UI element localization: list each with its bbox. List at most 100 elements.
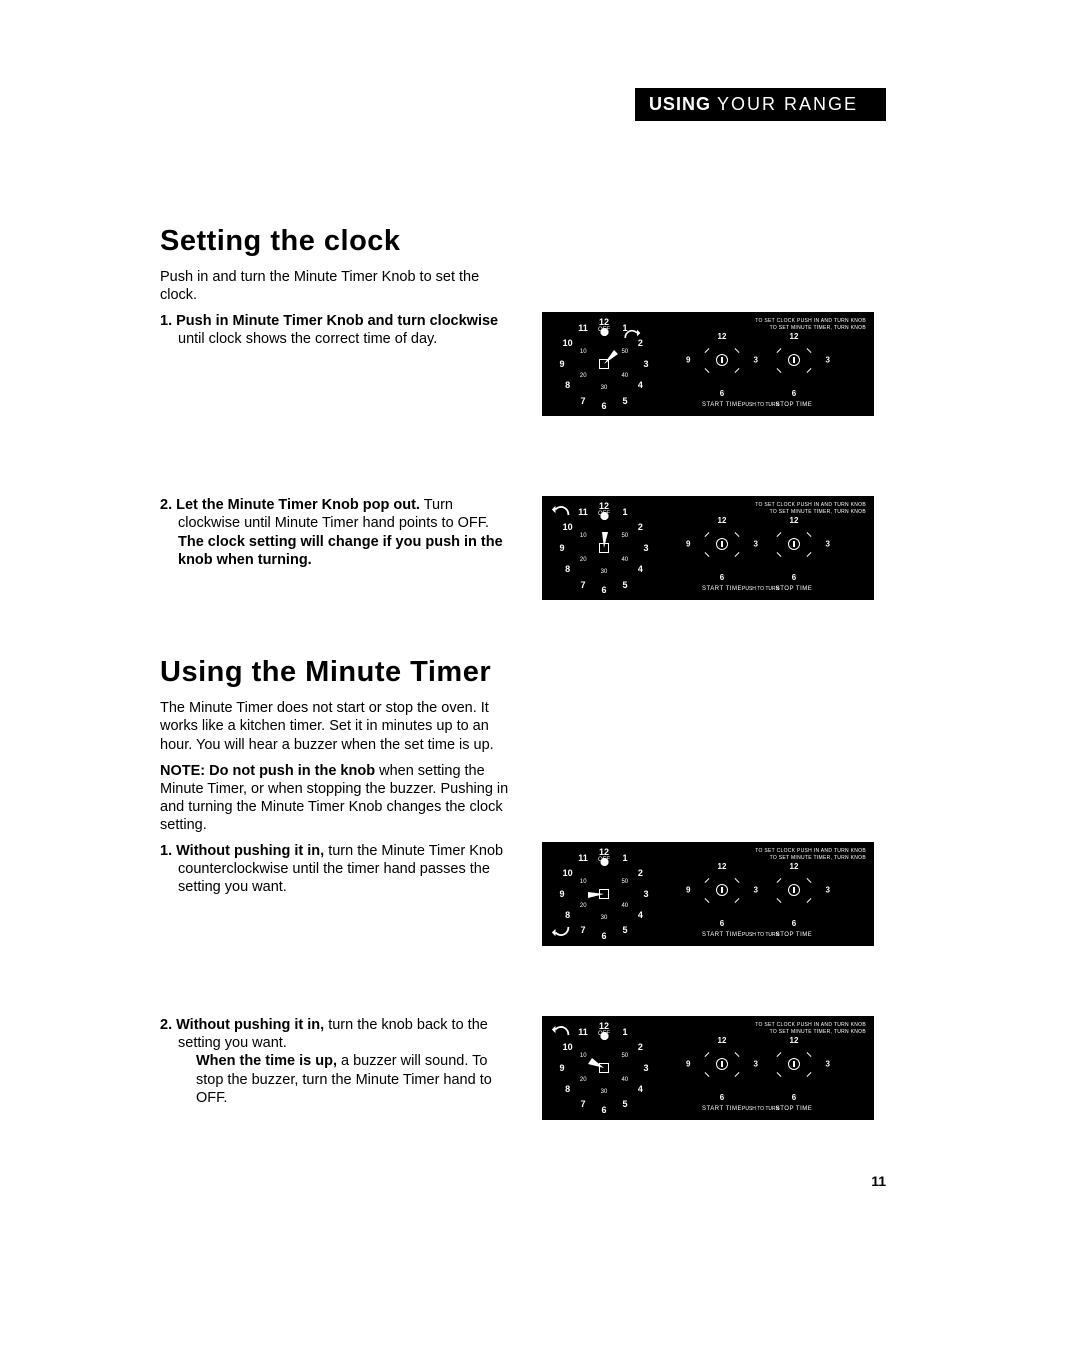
dial-hour: 3 [643, 359, 648, 369]
dial-hour: 7 [580, 580, 585, 590]
dial-hour: 8 [565, 380, 570, 390]
start-time-dial: 12396START TIME [692, 344, 752, 394]
section1-intro: Push in and turn the Minute Timer Knob t… [160, 268, 510, 304]
dial-hour: 6 [601, 1105, 606, 1115]
clock-panel-2: 121234567891011OFF1020304050TO SET CLOCK… [542, 496, 874, 600]
dial-hour: 6 [601, 931, 606, 941]
dial-hour: 8 [565, 564, 570, 574]
stop-time-dial: 1236STOP TIME [764, 344, 824, 394]
start-time-dial: 12396START TIME [692, 1048, 752, 1098]
dial-hour: 3 [643, 1063, 648, 1073]
dial-hour: 12 [599, 1021, 609, 1031]
step-rest: until clock shows the correct time of da… [178, 331, 437, 347]
panel-instructions: TO SET CLOCK PUSH IN AND TURN KNOBTO SET… [755, 318, 866, 331]
dial-hour: 3 [643, 543, 648, 553]
dial-hour: 1 [622, 1027, 627, 1037]
push-to-turn-label: PUSH TO TURN [742, 402, 779, 408]
dial-minute: 30 [601, 915, 608, 921]
dial-hour: 10 [563, 338, 573, 348]
step-num: 1. [160, 313, 176, 329]
dial-hour: 1 [622, 507, 627, 517]
dial-minute: 30 [601, 385, 608, 391]
dial-hour: 5 [622, 1099, 627, 1109]
step-bold: Let the Minute Timer Knob pop out. [176, 497, 420, 513]
step-num: 1. [160, 843, 176, 859]
counterclockwise-arrow-icon [550, 916, 572, 940]
header-rest: YOUR RANGE [717, 94, 858, 114]
start-time-dial: 12396START TIME [692, 528, 752, 578]
page-number: 11 [871, 1173, 886, 1189]
step-num: 2. [160, 1017, 176, 1033]
dial-minute: 30 [601, 569, 608, 575]
dial-hour: 3 [643, 889, 648, 899]
dial-hour: 11 [578, 1027, 588, 1037]
dial-hour: 9 [559, 1063, 564, 1073]
stop-time-dial: 1236STOP TIME [764, 528, 824, 578]
dial-hour: 5 [622, 580, 627, 590]
clock-panel-3: 121234567891011OFF1020304050TO SET CLOCK… [542, 842, 874, 946]
note-bold: NOTE: Do not push in the knob [160, 763, 375, 779]
dial-hour: 5 [622, 925, 627, 935]
clock-panel-4: 121234567891011OFF1020304050TO SET CLOCK… [542, 1016, 874, 1120]
push-to-turn-label: PUSH TO TURN [742, 586, 779, 592]
dial-hour: 4 [638, 564, 643, 574]
push-to-turn-label: PUSH TO TURN [742, 932, 779, 938]
dial-hour: 1 [622, 853, 627, 863]
header-bar: USING YOUR RANGE [635, 88, 886, 121]
dial-hour: 4 [638, 1084, 643, 1094]
step-bold: Without pushing it in, [176, 843, 324, 859]
dial-hour: 4 [638, 380, 643, 390]
stop-time-dial: 1236STOP TIME [764, 1048, 824, 1098]
dial-hour: 2 [638, 868, 643, 878]
step-bold: Push in Minute Timer Knob and turn clock… [176, 313, 498, 329]
section1-step1-row: 1. Push in Minute Timer Knob and turn cl… [160, 312, 880, 416]
dial-hour: 12 [599, 317, 609, 327]
section1-step2: 2. Let the Minute Timer Knob pop out. Tu… [160, 496, 510, 569]
dial-hour: 10 [563, 868, 573, 878]
dial-hour: 11 [578, 323, 588, 333]
panel-instructions: TO SET CLOCK PUSH IN AND TURN KNOBTO SET… [755, 1022, 866, 1035]
step-bold2: The clock setting will change if you pus… [178, 534, 503, 568]
header-bold: USING [649, 94, 711, 114]
section2-step1: 1. Without pushing it in, turn the Minut… [160, 842, 510, 896]
clock-panel-1: 121234567891011OFF1020304050TO SET CLOCK… [542, 312, 874, 416]
section2-title: Using the Minute Timer [160, 656, 880, 689]
step-num: 2. [160, 497, 176, 513]
panel-instructions: TO SET CLOCK PUSH IN AND TURN KNOBTO SET… [755, 848, 866, 861]
counterclockwise-arrow-icon [550, 1024, 572, 1048]
dial-hour: 7 [580, 396, 585, 406]
dial-hour: 9 [559, 889, 564, 899]
dial-hour: 11 [578, 853, 588, 863]
dial-hour: 4 [638, 910, 643, 920]
dial-hour: 7 [580, 1099, 585, 1109]
section1-title: Setting the clock [160, 225, 880, 258]
section2-step2-row: 2. Without pushing it in, turn the knob … [160, 1016, 880, 1120]
start-time-dial: 12396START TIME [692, 874, 752, 924]
dial-hour: 2 [638, 522, 643, 532]
dial-hour: 9 [559, 359, 564, 369]
dial-hour: 12 [599, 847, 609, 857]
counterclockwise-arrow-icon [550, 504, 572, 528]
section1-step1: 1. Push in Minute Timer Knob and turn cl… [160, 312, 510, 348]
section2-intro: The Minute Timer does not start or stop … [160, 699, 510, 753]
dial-minute: 30 [601, 1089, 608, 1095]
section2-step1-row: 1. Without pushing it in, turn the Minut… [160, 842, 880, 946]
step2-indent-bold: When the time is up, [196, 1053, 337, 1069]
panel-instructions: TO SET CLOCK PUSH IN AND TURN KNOBTO SET… [755, 502, 866, 515]
clockwise-arrow-icon [622, 328, 642, 350]
dial-hour: 8 [565, 1084, 570, 1094]
section1-step2-row: 2. Let the Minute Timer Knob pop out. Tu… [160, 496, 880, 600]
page-content: Setting the clock Push in and turn the M… [160, 225, 880, 1120]
dial-hour: 12 [599, 501, 609, 511]
dial-hour: 5 [622, 396, 627, 406]
dial-hour: 6 [601, 401, 606, 411]
stop-time-dial: 1236STOP TIME [764, 874, 824, 924]
step-bold: Without pushing it in, [176, 1017, 324, 1033]
dial-hour: 2 [638, 1042, 643, 1052]
dial-hour: 11 [578, 507, 588, 517]
dial-hour: 7 [580, 925, 585, 935]
dial-hour: 9 [559, 543, 564, 553]
dial-hour: 6 [601, 585, 606, 595]
section2-step2: 2. Without pushing it in, turn the knob … [160, 1016, 510, 1107]
push-to-turn-label: PUSH TO TURN [742, 1106, 779, 1112]
